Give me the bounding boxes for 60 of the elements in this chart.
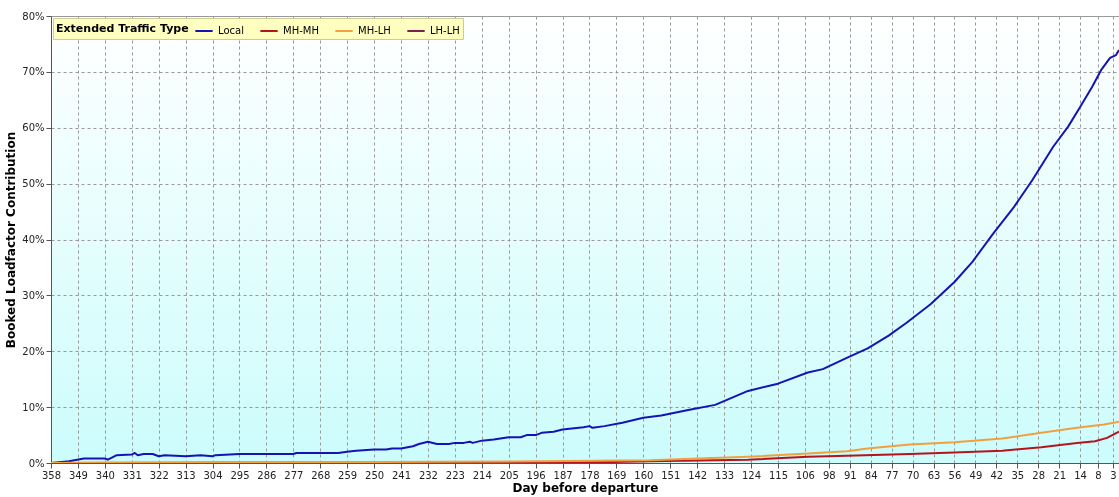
x-tick-label: 250 [365, 469, 385, 481]
x-tick-label: 295 [230, 469, 250, 481]
x-tick-label: 21 [1053, 469, 1067, 481]
y-tick-label: 40% [22, 234, 45, 245]
y-tick-label: 70% [22, 66, 45, 78]
x-tick-label: 169 [607, 469, 627, 481]
x-tick-label: 3 [1110, 469, 1117, 481]
x-tick-label: 124 [741, 469, 762, 481]
x-tick-label: 115 [768, 469, 788, 481]
x-tick-label: 70 [906, 469, 920, 481]
y-axis-title: Booked Loadfactor Contribution [4, 131, 19, 349]
x-tick-label: 77 [885, 469, 899, 481]
x-tick-label: 331 [122, 469, 142, 481]
x-tick-label: 232 [418, 469, 438, 481]
x-tick-label: 160 [634, 469, 654, 481]
x-tick-label: 214 [472, 469, 492, 481]
x-tick-label: 322 [149, 469, 169, 481]
x-tick-label: 313 [176, 469, 196, 481]
y-tick-label: 50% [22, 178, 45, 190]
x-axis-title: Day before departure [512, 480, 659, 495]
legend-label: Local [218, 25, 244, 36]
legend-label: MH-MH [283, 25, 319, 36]
x-tick-label: 349 [68, 469, 88, 481]
x-tick-label: 205 [499, 469, 519, 481]
legend-label: MH-LH [358, 25, 391, 36]
x-tick-label: 223 [445, 469, 465, 481]
x-tick-label: 268 [311, 469, 331, 481]
legend-label: LH-LH [430, 25, 460, 36]
x-tick-label: 106 [795, 469, 815, 481]
x-tick-label: 98 [822, 469, 836, 481]
x-tick-label: 304 [203, 469, 223, 481]
x-tick-label: 259 [338, 469, 358, 481]
x-tick-label: 358 [41, 469, 62, 481]
x-tick-label: 133 [715, 469, 735, 481]
x-tick-label: 84 [864, 469, 878, 481]
x-tick-label: 187 [553, 469, 573, 481]
x-tick-label: 196 [526, 469, 546, 481]
x-tick-label: 286 [257, 469, 277, 481]
legend-title: Extended Traffic Type [56, 22, 189, 35]
x-tick-label: 28 [1032, 469, 1046, 481]
y-tick-label: 60% [22, 122, 45, 134]
x-tick-label: 151 [661, 469, 681, 481]
x-tick-label: 42 [990, 469, 1004, 481]
y-tick-label: 20% [22, 345, 45, 357]
y-tick-label: 80% [22, 10, 45, 22]
x-tick-label: 35 [1011, 469, 1025, 481]
x-tick-label: 14 [1074, 469, 1087, 481]
y-tick-label: 0% [28, 457, 45, 469]
x-tick-label: 277 [284, 469, 304, 481]
y-tick-label: 30% [22, 289, 45, 301]
x-tick-label: 91 [843, 469, 857, 481]
x-tick-label: 178 [580, 469, 600, 481]
y-tick-label: 10% [22, 401, 45, 413]
x-tick-label: 49 [969, 469, 983, 481]
x-tick-label: 8 [1095, 469, 1102, 481]
x-tick-label: 63 [927, 469, 941, 481]
x-tick-label: 340 [95, 469, 115, 481]
x-tick-label: 241 [391, 469, 412, 481]
x-tick-label: 56 [948, 469, 962, 481]
x-tick-label: 142 [688, 469, 708, 481]
